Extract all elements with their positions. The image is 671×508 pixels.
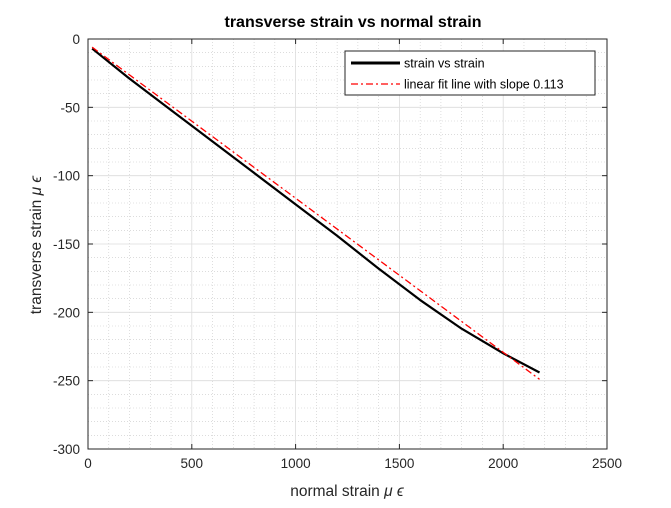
x-tick-label: 500 <box>181 456 204 471</box>
legend-box <box>344 50 596 96</box>
y-tick-label: -100 <box>53 169 80 184</box>
y-tick-label: -250 <box>53 374 80 389</box>
x-tick-labels: 0 500 1000 1500 2000 2500 <box>84 456 622 471</box>
y-axis-label: transverse strain μ ϵ <box>28 175 45 315</box>
chart-title: transverse strain vs normal strain <box>224 14 481 31</box>
x-tick-label: 0 <box>84 456 92 471</box>
y-axis-label-text: transverse strain <box>28 200 45 315</box>
x-tick-label: 1000 <box>281 456 311 471</box>
y-tick-label: -50 <box>60 100 80 115</box>
x-axis-label: normal strain μ ϵ <box>290 483 405 500</box>
x-tick-label: 1500 <box>384 456 414 471</box>
y-tick-labels: -300 -250 -200 -150 -100 -50 0 <box>53 32 80 457</box>
tick-marks <box>87 38 608 450</box>
x-axis-label-text: normal strain <box>290 483 380 500</box>
series-line-strain <box>91 47 541 374</box>
y-tick-label: -200 <box>53 305 80 320</box>
legend: strain vs strain linear fit line with sl… <box>344 50 596 96</box>
legend-entry-fit: linear fit line with slope 0.113 <box>404 78 564 92</box>
x-tick-label: 2000 <box>488 456 518 471</box>
x-tick-label: 2500 <box>592 456 622 471</box>
y-tick-label: 0 <box>72 32 80 47</box>
series-line-fit <box>91 46 540 380</box>
y-axis-label-unit: μ ϵ <box>28 175 45 197</box>
y-tick-label: -300 <box>53 442 80 457</box>
legend-entry-strain: strain vs strain <box>404 57 485 71</box>
series-layer <box>91 46 541 380</box>
y-tick-label: -150 <box>53 237 80 252</box>
x-axis-label-unit: μ ϵ <box>383 483 405 500</box>
